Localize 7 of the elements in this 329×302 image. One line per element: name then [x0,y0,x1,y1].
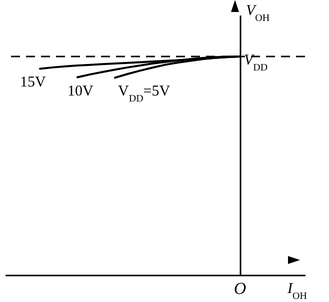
y-axis-title: V$_{OH}$ [246,3,270,24]
text: O [234,279,246,298]
series-label: 15V [20,74,46,91]
ref-line-label: V$_{DD}$ [244,52,268,74]
x-axis-title: I$_{OH}$ [286,281,307,302]
series-label: 10V [68,83,94,100]
series-label: V$_{DD}$=5V [118,84,170,104]
